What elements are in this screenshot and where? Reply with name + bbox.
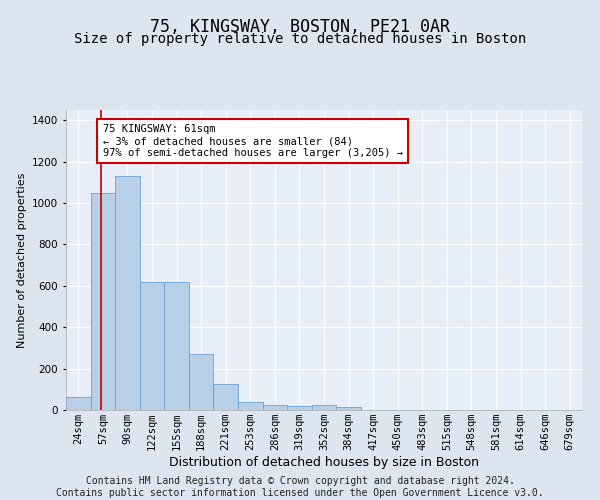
- Text: 75, KINGSWAY, BOSTON, PE21 0AR: 75, KINGSWAY, BOSTON, PE21 0AR: [150, 18, 450, 36]
- Bar: [66, 397, 91, 410]
- Bar: [140, 282, 164, 410]
- Bar: [164, 282, 189, 410]
- Bar: [214, 384, 238, 410]
- X-axis label: Distribution of detached houses by size in Boston: Distribution of detached houses by size …: [169, 456, 479, 469]
- Text: Contains HM Land Registry data © Crown copyright and database right 2024.
Contai: Contains HM Land Registry data © Crown c…: [56, 476, 544, 498]
- Bar: [312, 406, 336, 410]
- Bar: [115, 176, 140, 410]
- Bar: [263, 406, 287, 410]
- Text: Size of property relative to detached houses in Boston: Size of property relative to detached ho…: [74, 32, 526, 46]
- Text: 75 KINGSWAY: 61sqm
← 3% of detached houses are smaller (84)
97% of semi-detached: 75 KINGSWAY: 61sqm ← 3% of detached hous…: [103, 124, 403, 158]
- Bar: [91, 193, 115, 410]
- Bar: [287, 406, 312, 410]
- Y-axis label: Number of detached properties: Number of detached properties: [17, 172, 26, 348]
- Bar: [238, 402, 263, 410]
- Bar: [189, 354, 214, 410]
- Bar: [336, 407, 361, 410]
